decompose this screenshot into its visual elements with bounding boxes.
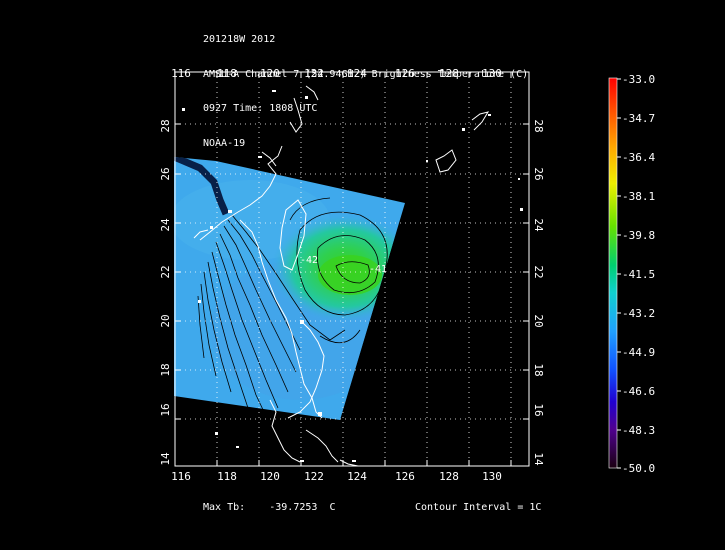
lat-label: 18 xyxy=(159,363,172,376)
frame-ticks xyxy=(174,72,529,466)
lon-label: 126 xyxy=(395,67,415,80)
max-tb-label: Max Tb: xyxy=(203,502,246,513)
lat-label: 24 xyxy=(532,218,545,232)
colorbar-label: -36.4 xyxy=(622,151,655,164)
contour-interval-text: Contour Interval = 1C xyxy=(415,502,542,513)
lon-label: 122 xyxy=(304,470,324,483)
lon-label: 116 xyxy=(171,470,191,483)
graticule xyxy=(175,72,529,466)
lon-label: 120 xyxy=(260,470,280,483)
lat-label: 28 xyxy=(532,119,545,132)
max-tb-readout: Max Tb: -39.7253 C xyxy=(203,502,336,513)
lon-label: 118 xyxy=(217,67,237,80)
time-text: 0927 Time: 1808 UTC xyxy=(203,103,318,114)
lon-label: 128 xyxy=(439,67,459,80)
brightness-swath xyxy=(174,157,405,420)
lat-label: 26 xyxy=(532,167,545,180)
lat-label: 26 xyxy=(159,167,172,180)
lat-label: 18 xyxy=(532,363,545,376)
contour-label-41: -41 xyxy=(369,264,387,275)
lon-labels-bottom: 116 118 120 122 124 126 128 130 xyxy=(171,470,502,483)
lat-label: 22 xyxy=(159,265,172,278)
contour-lines xyxy=(197,197,388,417)
lon-label: 130 xyxy=(482,470,502,483)
lat-label: 24 xyxy=(159,218,172,232)
colorbar-label: -38.1 xyxy=(622,190,655,203)
lon-label: 116 xyxy=(171,67,191,80)
lon-label: 124 xyxy=(347,470,367,483)
coast-islands xyxy=(182,90,523,462)
storm-id-text: 201218W 2012 xyxy=(203,34,276,45)
lon-label: 124 xyxy=(347,67,367,80)
lat-label: 16 xyxy=(532,403,545,416)
lat-label: 22 xyxy=(532,265,545,278)
map-frame xyxy=(174,71,530,467)
lon-label: 126 xyxy=(395,470,415,483)
lat-label: 28 xyxy=(159,119,172,132)
colorbar-label: -39.8 xyxy=(622,229,655,242)
lon-label: 120 xyxy=(260,67,280,80)
max-tb-value: -39.7253 xyxy=(269,502,318,513)
lat-labels-right: 14 16 18 20 22 24 26 28 xyxy=(532,119,545,466)
colorbar-label: -48.3 xyxy=(622,424,655,437)
lon-label: 130 xyxy=(482,67,502,80)
satellite-text: NOAA-19 xyxy=(203,137,246,149)
colorbar-label: -50.0 xyxy=(622,462,655,475)
lon-label: 118 xyxy=(217,470,237,483)
channel-title-text: AMSU-A Channel 7 (54.94GHz) Brightness T… xyxy=(203,68,529,80)
colorbar-label: -46.6 xyxy=(622,385,655,398)
colorbar-scale xyxy=(608,77,618,469)
lat-label: 14 xyxy=(159,452,172,466)
colorbar-label: -41.5 xyxy=(622,268,655,281)
lat-label: 20 xyxy=(159,314,172,327)
contour-label-42: -42 xyxy=(300,255,318,266)
colorbar-label: -34.7 xyxy=(622,112,655,125)
contour-labels: -42 -41 xyxy=(300,255,387,275)
max-tb-unit: C xyxy=(329,502,336,513)
colorbar-label: -44.9 xyxy=(622,346,655,359)
lon-label: 122 xyxy=(304,67,324,80)
lon-labels-top: 116 118 120 122 124 126 128 130 xyxy=(171,67,502,80)
coastlines xyxy=(193,85,490,467)
colorbar: -33.0 -34.7 -36.4 -38.1 -39.8 -41.5 -43.… xyxy=(608,73,655,475)
lat-label: 16 xyxy=(159,403,172,416)
lat-labels-left: 14 16 18 20 22 24 26 28 xyxy=(159,119,172,465)
lon-label: 128 xyxy=(439,470,459,483)
colorbar-label: -43.2 xyxy=(622,307,655,320)
colorbar-label: -33.0 xyxy=(622,73,655,86)
map-header: 201218W 2012 AMSU-A Channel 7 (54.94GHz)… xyxy=(203,11,528,161)
lat-label: 14 xyxy=(532,452,545,466)
lat-label: 20 xyxy=(532,314,545,327)
